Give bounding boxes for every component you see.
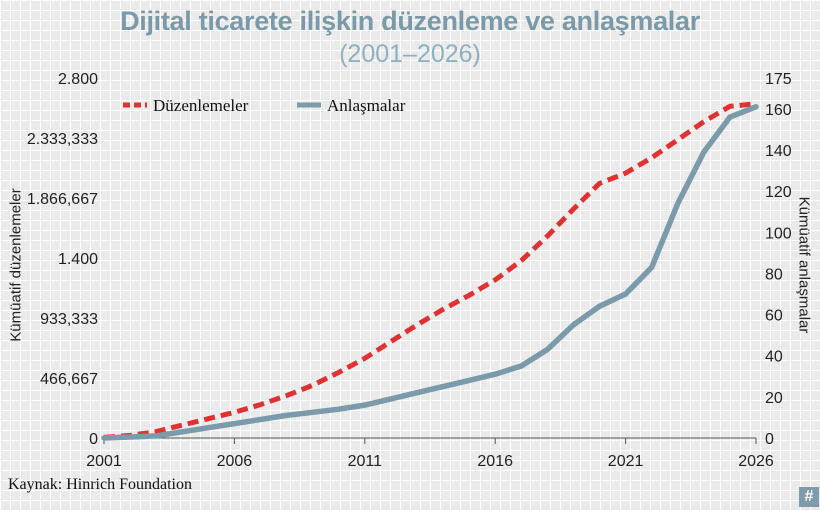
y-right-tick-label: 140 [765,143,792,160]
legend-label-1: Düzenlemeler [153,96,249,115]
source-note: Kaynak: Hinrich Foundation [8,476,192,493]
y-left-tick-label: 466,667 [40,371,98,388]
y-right-tick-label: 20 [765,390,783,407]
series-line-2 [101,104,759,441]
chart-lines [101,101,759,441]
chart-axes: 2001 2006 2011 2016 2021 2026 0 466,667 933,333 1… [27,71,792,470]
y-right-tick-label: 60 [765,308,783,325]
hash-badge-icon: # [799,487,819,507]
x-tick-label: 2026 [738,453,774,470]
x-tick-label: 2021 [608,453,644,470]
x-tick-label: 2006 [217,453,253,470]
y-right-tick-label: 120 [765,184,792,201]
chart-legend: Düzenlemeler Anlaşmalar [123,96,406,115]
y-right-tick-label: 175 [765,71,792,88]
x-tick-label: 2011 [348,453,383,470]
y-left-tick-label: 1.400 [58,251,98,268]
y-left-tick-label: 2.333,333 [27,131,98,148]
x-tick-label: 2001 [86,453,122,470]
y-left-tick-label: 0 [89,431,98,448]
y-right-tick-label: 160 [765,102,792,119]
y-left-tick-label: 2.800 [58,71,98,88]
y-left-tick-label: 1.866,667 [27,191,98,208]
chart-title: Dijital ticarete ilişkin düzenleme ve an… [120,6,700,36]
chart-subtitle: (2001–2026) [339,40,481,68]
y-right-tick-label: 100 [765,225,792,242]
y-right-tick-label: 0 [765,431,774,448]
y-left-tick-label: 933,333 [40,311,98,328]
series-line-1 [103,101,757,440]
x-tick-label: 2016 [477,453,513,470]
y-right-tick-label: 40 [765,349,783,366]
y-right-tick-label: 80 [765,266,783,283]
legend-label-2: Anlaşmalar [327,96,406,115]
